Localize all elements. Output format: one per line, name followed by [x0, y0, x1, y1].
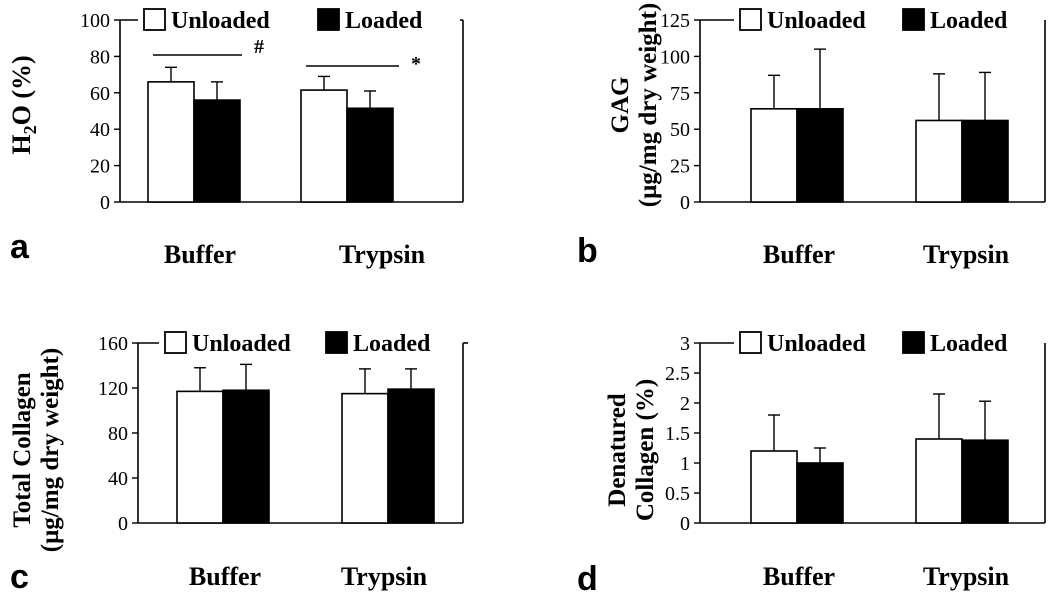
chart-panel-a: 0 20 40 60 80 100 Unloaded Loaded Buffer Trypsin a… [7, 8, 464, 269]
y-tick-label: 1 [680, 453, 690, 475]
y-tick-label: 25 [670, 156, 690, 178]
legend-swatch-loaded [317, 8, 340, 31]
y-axis-label-line: (μg/mg dry weight) [635, 3, 662, 207]
y-tick-label: 0 [100, 192, 110, 214]
y-tick-label: 160 [98, 333, 128, 355]
y-tick-label: 2 [680, 393, 690, 415]
bar-unloaded-trypsin [915, 119, 963, 203]
legend-label-loaded: Loaded [345, 8, 423, 34]
chart-panel-b: 0 25 50 75 100 125 Unloaded Loaded Buffer Trypsin… [577, 3, 1046, 270]
x-category-label: Buffer [189, 562, 261, 591]
y-tick-label: 1.5 [665, 423, 690, 445]
x-category-label: Trypsin [923, 240, 1010, 269]
significance-marker: * [411, 53, 421, 75]
x-category-label: Trypsin [923, 562, 1010, 591]
y-tick-label: 2.5 [665, 363, 690, 385]
bar-loaded-buffer [193, 99, 241, 203]
y-tick-label: 80 [108, 423, 128, 445]
y-tick-label: 100 [660, 46, 690, 68]
y-tick-label: 120 [98, 378, 128, 400]
bar-unloaded-trypsin [341, 392, 389, 524]
bar-loaded-buffer [222, 389, 270, 524]
bar-loaded-trypsin [387, 388, 435, 524]
legend-label-unloaded: Unloaded [767, 8, 866, 34]
panel-label: c [10, 558, 29, 596]
y-tick-label: 75 [670, 83, 690, 105]
x-category-label: Trypsin [341, 562, 428, 591]
legend-swatch-unloaded [143, 8, 166, 31]
y-tick-label: 20 [90, 156, 110, 178]
bar-unloaded-buffer [176, 390, 224, 524]
y-tick-label: 3 [680, 333, 690, 355]
bar-loaded-trypsin [961, 119, 1009, 203]
legend-label-unloaded: Unloaded [767, 331, 866, 357]
y-tick-label: 100 [80, 10, 110, 32]
y-tick-label: 0 [118, 513, 128, 535]
bar-unloaded-trypsin [300, 89, 348, 203]
chart-panel-d: 0 0.5 1 1.5 2 2.5 3 Unloaded Loaded Buffer Trypsin… [577, 331, 1046, 598]
x-category-label: Buffer [164, 240, 236, 269]
y-tick-label: 0 [680, 513, 690, 535]
bar-unloaded-trypsin [915, 438, 963, 524]
bar-unloaded-buffer [147, 81, 195, 203]
bar-loaded-buffer [796, 462, 844, 524]
y-axis-label-line: Total Collagen [9, 372, 36, 527]
y-tick-label: 50 [670, 119, 690, 141]
legend-label-unloaded: Unloaded [171, 8, 270, 34]
legend-swatch-loaded [902, 8, 925, 31]
y-tick-label: 60 [90, 83, 110, 105]
panel-label: b [577, 232, 598, 270]
significance-marker: # [254, 36, 264, 58]
panel-label: d [577, 560, 598, 597]
legend-swatch-unloaded [739, 8, 762, 31]
y-tick-label: 125 [660, 10, 690, 32]
x-category-label: Trypsin [339, 240, 426, 269]
x-category-label: Buffer [763, 240, 835, 269]
bar-unloaded-buffer [750, 450, 798, 524]
y-axis-label-subscript: 2 [20, 125, 40, 134]
legend-label-loaded: Loaded [930, 331, 1008, 357]
chart-panel-c: 0 40 80 120 160 Unloaded Loaded Buffer Trypsin cT… [9, 331, 468, 596]
y-axis-label-line: Collagen (%) [632, 379, 659, 521]
bar-loaded-buffer [796, 108, 844, 203]
y-tick-label: 40 [108, 468, 128, 490]
y-tick-label: 0 [680, 192, 690, 214]
y-axis-label: H2O (%) [7, 55, 40, 154]
y-axis-label-part: O (%) [7, 55, 36, 125]
legend-label-loaded: Loaded [930, 8, 1008, 34]
y-tick-label: 80 [90, 46, 110, 68]
y-axis-label-line: Denatured [604, 393, 631, 507]
legend-swatch-unloaded [164, 331, 187, 354]
x-category-label: Buffer [763, 562, 835, 591]
panel-label: a [10, 228, 30, 266]
legend-swatch-loaded [325, 331, 348, 354]
bar-unloaded-buffer [750, 108, 798, 203]
y-axis-label-line: (μg/mg dry weight) [37, 348, 64, 552]
legend-label-unloaded: Unloaded [192, 331, 291, 357]
legend-swatch-unloaded [739, 331, 762, 354]
y-tick-label: 0.5 [665, 483, 690, 505]
bar-loaded-trypsin [961, 439, 1009, 524]
legend-label-loaded: Loaded [353, 331, 431, 357]
bar-loaded-trypsin [346, 107, 394, 203]
y-axis-label-line: GAG [607, 77, 634, 134]
y-axis-label-part: H [7, 134, 36, 154]
legend-swatch-loaded [902, 331, 925, 354]
y-tick-label: 40 [90, 119, 110, 141]
